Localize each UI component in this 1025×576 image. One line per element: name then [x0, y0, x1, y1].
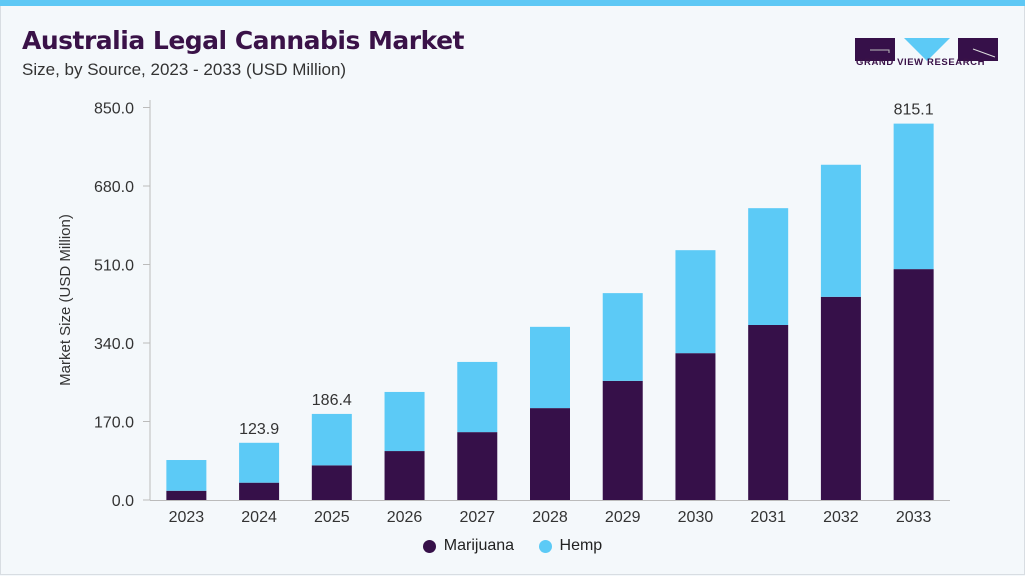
legend-label-marijuana: Marijuana — [443, 537, 515, 554]
bar-marijuana-2024 — [239, 482, 280, 500]
y-axis-label: Market Size (USD Million) — [57, 214, 74, 386]
x-tick-label: 2027 — [459, 509, 495, 526]
data-label-2025: 186.4 — [312, 392, 352, 409]
x-tick-label: 2033 — [896, 509, 932, 526]
x-tick-label: 2023 — [169, 509, 205, 526]
bar-marijuana-2032 — [820, 296, 861, 500]
bar-marijuana-2023 — [166, 490, 207, 500]
x-tick-label: 2032 — [823, 509, 859, 526]
bar-hemp-2028 — [530, 326, 570, 409]
bar-marijuana-2026 — [384, 451, 425, 500]
chart-title: Australia Legal Cannabis Market — [22, 26, 464, 55]
bar-hemp-2024 — [239, 442, 280, 483]
y-tick-label: 0.0 — [112, 493, 134, 510]
bar-hemp-2023 — [166, 460, 207, 491]
x-tick-label: 2028 — [532, 509, 568, 526]
legend-label-hemp: Hemp — [559, 537, 603, 554]
bar-hemp-2030 — [675, 250, 716, 354]
logo-text: GRAND VIEW RESEARCH — [856, 57, 986, 68]
legend-item-marijuana: Marijuana — [422, 537, 515, 555]
x-tick-label: 2026 — [387, 509, 423, 526]
bar-hemp-2032 — [820, 164, 861, 297]
x-tick-label: 2025 — [314, 509, 350, 526]
x-tick-label: 2031 — [750, 509, 786, 526]
bar-marijuana-2031 — [748, 324, 789, 500]
bar-hemp-2029 — [602, 293, 643, 381]
data-label-2033: 815.1 — [894, 102, 934, 119]
legend: Marijuana Hemp — [0, 537, 1025, 558]
bar-marijuana-2025 — [311, 465, 352, 500]
data-label-2024: 123.9 — [239, 421, 279, 438]
y-tick-label: 680.0 — [94, 179, 134, 196]
x-tick-label: 2029 — [605, 509, 641, 526]
y-tick-label: 510.0 — [94, 258, 134, 275]
top-accent-bar — [0, 0, 1025, 6]
legend-swatch-marijuana — [422, 539, 436, 553]
bar-hemp-2027 — [457, 361, 498, 433]
bar-hemp-2026 — [384, 391, 425, 452]
y-tick-label: 340.0 — [94, 336, 134, 353]
bar-marijuana-2033 — [893, 269, 934, 500]
bar-hemp-2033 — [893, 123, 934, 270]
x-tick-label: 2030 — [678, 509, 714, 526]
grand-view-research-logo — [855, 38, 998, 61]
bar-marijuana-2030 — [675, 353, 716, 500]
y-tick-label: 170.0 — [94, 415, 134, 432]
chart-subtitle: Size, by Source, 2023 - 2033 (USD Millio… — [22, 60, 347, 79]
bar-marijuana-2028 — [530, 408, 570, 500]
legend-swatch-hemp — [538, 539, 552, 553]
bar-hemp-2025 — [311, 413, 352, 466]
bar-marijuana-2027 — [457, 432, 498, 500]
bar-marijuana-2029 — [602, 380, 643, 500]
legend-item-hemp: Hemp — [538, 537, 603, 555]
bar-hemp-2031 — [748, 208, 789, 325]
x-tick-label: 2024 — [241, 509, 277, 526]
y-tick-label: 850.0 — [94, 101, 134, 118]
